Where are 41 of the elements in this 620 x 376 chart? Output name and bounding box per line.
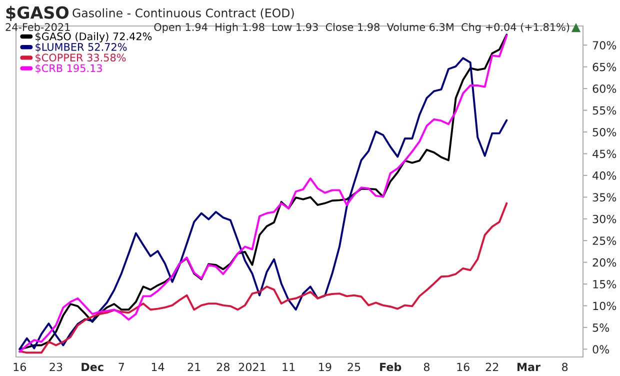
x-tick-label: 8 <box>562 362 568 372</box>
x-tick-label: Dec <box>82 362 104 372</box>
line-series <box>18 202 508 354</box>
y-tick-label: 25% <box>592 236 616 245</box>
x-tick-label: 22 <box>486 362 498 371</box>
x-tick-label: 21 <box>188 362 200 371</box>
y-tick-label: 55% <box>592 106 616 115</box>
x-tick-label: 2021 <box>238 362 266 372</box>
x-tick-label: 14 <box>152 362 164 371</box>
y-tick-label: 0% <box>592 345 610 354</box>
x-tick-label: 28 <box>216 362 230 372</box>
x-tick-label: Feb <box>380 362 402 372</box>
legend-label: $CRB 195.13 <box>36 64 102 74</box>
y-tick-label: 45% <box>592 150 616 158</box>
x-tick-label: 19 <box>319 362 332 372</box>
x-tick-label: 8 <box>424 362 430 372</box>
annotation: Open 1.94 High 1.98 Low 1.93 Close 1.98 Volume 6.3M Chg +0.04 (+1.81%) <box>154 22 570 34</box>
y-tick-label: 10% <box>593 302 616 310</box>
chart-subtitle: Gasoline - Continuous Contract (EOD) <box>72 8 294 19</box>
y-tick-label: 5% <box>592 323 610 332</box>
y-tick-label: 15% <box>593 280 616 288</box>
x-tick-label: 16 <box>457 362 470 372</box>
y-tick-label: 70% <box>592 41 616 50</box>
y-tick-label: 35% <box>592 193 616 202</box>
annotation: 24-Feb-2021 <box>6 22 70 32</box>
legend-label: $LUMBER 52.72% <box>36 42 127 52</box>
x-tick-label: 25 <box>348 362 360 372</box>
y-tick-label: 60% <box>592 84 616 93</box>
x-tick-label: 16 <box>14 362 26 372</box>
y-tick-label: 50% <box>592 128 616 136</box>
y-tick-label: 65% <box>592 62 616 72</box>
x-tick-label: Mar <box>517 362 540 372</box>
legend-label: $COPPER 33.58% <box>36 53 126 63</box>
legend-label: $GASO (Daily) 72.42% <box>36 32 152 42</box>
chart-title: $GASO <box>6 6 69 22</box>
x-tick-label: 11 <box>282 362 295 371</box>
x-tick-label: 23 <box>50 362 62 372</box>
y-tick-label: 30% <box>592 214 616 224</box>
y-tick-label: 40% <box>592 171 616 180</box>
y-tick-label: 20% <box>592 258 616 267</box>
x-tick-label: 7 <box>118 362 124 371</box>
